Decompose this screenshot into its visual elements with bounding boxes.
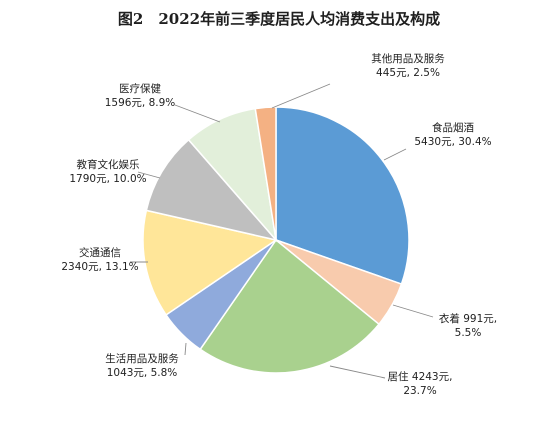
- pie-labels: 食品烟酒 5430元, 30.4% 衣着 991元, 5.5% 居住 4243元, 23.…: [61, 52, 497, 397]
- slice-label-7: 医疗保健 1596元, 8.9%: [105, 82, 176, 109]
- slice-label-line: 1790元, 10.0%: [69, 173, 146, 185]
- leader-line-6: [137, 171, 161, 179]
- leader-line-2: [392, 304, 434, 318]
- chart-title: 图2 2022年前三季度居民人均消费支出及构成: [117, 10, 441, 28]
- leader-line-3: [329, 365, 386, 379]
- slice-label-line: 445元, 2.5%: [376, 67, 440, 79]
- pie-slice-3: [199, 238, 380, 374]
- slice-label-2: 衣着 991元, 5.5%: [439, 312, 497, 339]
- slice-label-6: 教育文化娱乐 1790元, 10.0%: [69, 158, 146, 185]
- slice-label-line: 衣着 991元,: [439, 312, 497, 325]
- pie-slices: [142, 106, 410, 374]
- slice-label-line: 23.7%: [403, 385, 436, 397]
- slice-label-3: 居住 4243元, 23.7%: [388, 370, 453, 397]
- slice-label-line: 5.5%: [455, 327, 482, 339]
- pie-slice-5: [142, 209, 278, 316]
- slice-label-1: 食品烟酒 5430元, 30.4%: [414, 121, 491, 148]
- slice-label-4: 生活用品及服务 1043元, 5.8%: [105, 352, 179, 379]
- slice-label-line: 其他用品及服务: [371, 52, 445, 65]
- leader-line-7: [174, 104, 221, 123]
- leader-line-1: [383, 148, 407, 161]
- slice-label-line: 居住 4243元,: [388, 370, 453, 383]
- slice-label-line: 医疗保健: [119, 82, 161, 95]
- slice-label-line: 教育文化娱乐: [77, 158, 140, 171]
- pie-slice-8: [254, 106, 277, 241]
- pie-slice-6: [145, 138, 279, 242]
- slice-label-line: 5430元, 30.4%: [414, 136, 491, 148]
- leader-line-8: [271, 83, 331, 109]
- pie-slice-1: [275, 106, 410, 286]
- leader-line-4: [184, 342, 187, 356]
- slice-label-line: 2340元, 13.1%: [61, 261, 138, 273]
- slice-label-line: 1596元, 8.9%: [105, 97, 176, 109]
- slice-label-line: 交通通信: [79, 246, 121, 259]
- slice-label-line: 生活用品及服务: [105, 352, 179, 365]
- slice-label-line: 食品烟酒: [432, 121, 474, 134]
- slice-label-line: 1043元, 5.8%: [107, 367, 178, 379]
- slice-label-8: 其他用品及服务 445元, 2.5%: [371, 52, 445, 79]
- slice-label-5: 交通通信 2340元, 13.1%: [61, 246, 138, 273]
